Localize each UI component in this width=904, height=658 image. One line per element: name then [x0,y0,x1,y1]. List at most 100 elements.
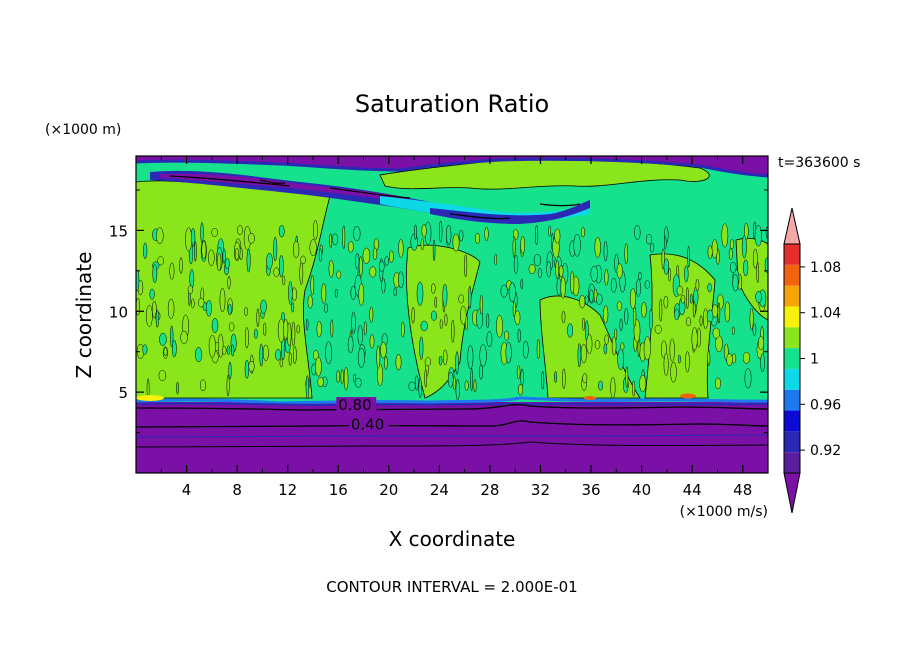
contour-speckle [744,368,752,389]
contour-speckle [363,321,367,336]
contour-speckle [430,310,437,321]
contour-speckle [715,377,721,390]
contour-speckle [447,371,454,388]
contour-speckle [357,347,365,368]
contour-speckle [645,234,653,245]
contour-speckle [479,344,487,367]
y-tick-label: 10 [109,303,128,321]
contour-labels: 0.800.40 [336,396,389,433]
contour-speckle [676,285,684,296]
contour-speckle [421,224,427,238]
contour-speckle [351,311,356,334]
contour-speckle [312,350,319,360]
x-tick-label: 24 [430,481,449,499]
saturation-field [136,156,768,473]
contour-speckle [603,305,609,324]
contour-speckle [685,317,692,327]
contour-speckle [634,224,641,241]
contour-speckle [594,236,601,258]
colorbar-swatch [784,348,800,369]
contour-speckle [520,278,524,290]
colorbar-tick-label: 0.96 [810,397,841,413]
contour-speckle [424,357,432,367]
contour-speckle [226,345,231,355]
contour-speckle [579,294,586,309]
contour-speckle [752,323,757,336]
contour-speckle [380,341,387,359]
colorbar-tick-label: 0.92 [810,443,841,459]
contour-speckle [610,377,616,399]
x-unit-label: (×1000 m/s) [680,504,768,520]
contour-speckle [754,225,762,247]
contour-speckle [689,293,693,304]
contour-speckle [668,267,671,282]
contour-speckle [624,308,629,325]
contour-speckle [731,326,735,335]
contour-speckle [167,298,175,319]
contour-speckle [143,242,148,260]
contour-speckle [299,261,304,285]
contour-speckle [273,236,278,262]
contour-speckle [305,318,309,331]
contour-speckle [536,339,541,360]
contour-speckle [347,241,354,253]
contour-speckle [649,309,653,331]
contour-speckle [707,245,713,259]
contour-speckle [176,381,179,395]
contour-speckle [444,313,448,326]
contour-speckle [205,300,212,317]
contour-speckle [669,338,675,362]
contour-speckle [170,325,174,348]
contour-speckle [589,289,594,303]
contour-speckle [533,253,542,267]
contour-speckle [398,239,404,258]
contour-speckle [629,288,636,309]
contour-speckle [677,354,681,364]
contour-speckle [522,340,529,359]
contour-speckle [664,236,667,250]
contour-speckle [279,358,283,368]
contour-speckle [244,359,250,379]
contour-speckle [313,219,318,241]
contour-speckle [603,240,608,262]
contour-speckle [288,351,292,366]
contour-speckle [442,283,448,308]
contour-speckle [659,298,663,322]
contour-speckle [291,302,295,313]
contour-speckle [317,376,324,388]
contour-speckle [439,220,443,243]
contour-speckle [179,257,183,274]
colorbar-over-arrow [783,207,801,245]
contour-speckle [227,303,232,316]
contour-speckle [554,371,558,383]
contour-speckle [728,248,733,260]
contour-speckle [610,277,617,293]
contour-speckle [641,301,647,318]
contour-speckle [227,275,231,290]
contour-speckle [625,366,629,388]
y-unit-label: (×1000 m) [45,122,121,138]
contour-speckle [158,369,167,382]
contour-speckle [296,324,300,334]
x-tick-label: 28 [480,481,499,499]
contour-speckle [484,226,489,242]
dry-band [160,173,410,202]
contour-speckle [377,363,384,387]
contour-speckle [616,263,623,279]
contour-speckle [432,239,436,261]
colorbar-under-arrow [783,472,801,514]
colorbar-swatch [784,244,800,265]
contour-speckle [309,239,317,257]
contour-interval-label: CONTOUR INTERVAL = 2.000E-01 [326,578,577,596]
colorbar-swatch [784,410,800,432]
contour-label: 0.80 [338,396,371,414]
contour-speckle [244,306,248,317]
contour-label-bg [336,397,377,412]
contour-speckle [414,224,417,240]
contour-speckle [152,263,158,284]
contour-speckle [353,225,361,242]
contour-speckle [291,287,297,302]
contour-speckle [305,375,310,400]
contour-speckle [582,373,588,384]
contour-speckle [434,296,437,308]
